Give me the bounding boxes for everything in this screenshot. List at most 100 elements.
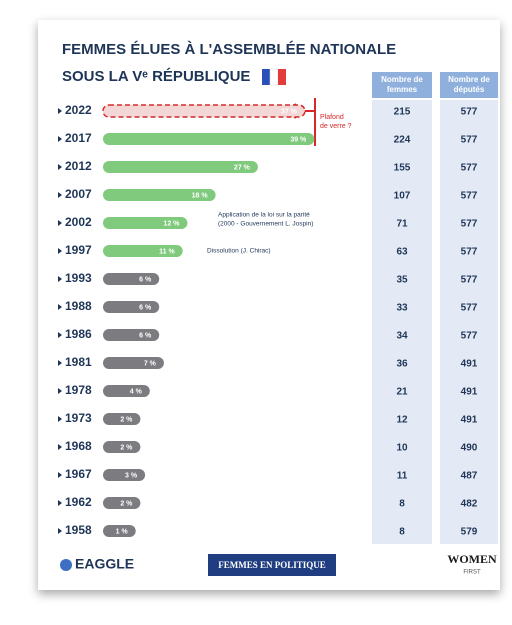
- value-label: 2 %: [120, 416, 133, 423]
- column-header: Nombre de: [448, 75, 490, 84]
- bar: [103, 189, 216, 201]
- bar: [103, 385, 150, 397]
- bar: [103, 469, 146, 481]
- category-label: 1993: [65, 271, 92, 285]
- table-value: 577: [461, 275, 478, 286]
- table-value: 487: [461, 471, 478, 482]
- bullet: [58, 220, 62, 226]
- category-label: 1968: [65, 439, 92, 453]
- category-label: 1958: [65, 523, 92, 537]
- column-bg: [440, 100, 498, 544]
- table-value: 491: [461, 359, 478, 370]
- bar: [103, 413, 141, 425]
- flag: [262, 68, 286, 86]
- column-bg: [372, 100, 432, 544]
- value-label: 3 %: [125, 472, 138, 479]
- table-value: 491: [461, 387, 478, 398]
- value-label: 18 %: [192, 192, 209, 199]
- category-label: 2002: [65, 215, 92, 229]
- column-header: femmes: [387, 85, 418, 94]
- category-label: 2012: [65, 159, 92, 173]
- value-label: 6 %: [139, 276, 152, 283]
- table-value: 63: [396, 247, 408, 258]
- column-header-bg: [372, 72, 432, 98]
- bar: [103, 301, 160, 313]
- category-label: 1986: [65, 327, 92, 341]
- footer-box: [208, 554, 336, 576]
- bullet: [58, 416, 62, 422]
- table-value: 577: [461, 219, 478, 230]
- table-value: 577: [461, 135, 478, 146]
- table-value: 577: [461, 247, 478, 258]
- table-value: 36: [396, 359, 408, 370]
- bar: [103, 273, 160, 285]
- footer-logo: EAGGLE: [75, 556, 134, 572]
- logo-icon: [60, 559, 72, 571]
- table-value: 224: [394, 135, 411, 146]
- category-label: 1978: [65, 383, 92, 397]
- table-value: 155: [394, 163, 411, 174]
- bar: [103, 161, 258, 173]
- bar: [103, 133, 315, 145]
- bullet: [58, 332, 62, 338]
- table-value: 215: [394, 107, 411, 118]
- bullet: [58, 360, 62, 366]
- table-value: 8: [399, 499, 405, 510]
- table-value: 35: [396, 275, 408, 286]
- bullet: [58, 528, 62, 534]
- table-value: 11: [397, 471, 408, 482]
- table-value: 33: [396, 303, 408, 314]
- bullet: [58, 500, 62, 506]
- bullet: [58, 192, 62, 198]
- footer-center: FEMMES EN POLITIQUE: [218, 560, 326, 570]
- footer-right: WOMEN: [447, 552, 497, 566]
- footer-right-sub: FIRST: [463, 570, 481, 576]
- table-value: 21: [396, 387, 408, 398]
- bullet: [58, 304, 62, 310]
- category-label: 1981: [65, 355, 92, 369]
- table-value: 8: [399, 527, 405, 538]
- annotation: Dissolution (J. Chirac): [207, 248, 271, 255]
- table-value: 107: [394, 191, 411, 202]
- bullet: [58, 164, 62, 170]
- table-value: 579: [461, 527, 478, 538]
- value-label: 39 %: [290, 136, 307, 143]
- bar: [103, 245, 183, 257]
- table-value: 577: [461, 331, 478, 342]
- table-value: 12: [396, 415, 408, 426]
- bar: [103, 357, 164, 369]
- table-value: 482: [461, 499, 478, 510]
- category-label: 2007: [65, 187, 92, 201]
- bullet: [58, 444, 62, 450]
- bar: [103, 329, 160, 341]
- bullet: [58, 108, 62, 114]
- category-label: 2022: [65, 103, 92, 117]
- bullet: [58, 276, 62, 282]
- value-label: 12 %: [163, 220, 180, 227]
- table-value: 490: [461, 443, 478, 454]
- column-header: députés: [454, 85, 485, 94]
- annotation: Application de la loi sur la parité: [218, 212, 310, 219]
- value-label: 2 %: [120, 500, 133, 507]
- bar: [102, 104, 306, 118]
- table-value: 577: [461, 107, 478, 118]
- category-label: 1967: [65, 467, 92, 481]
- table-value: 577: [461, 303, 478, 314]
- bullet: [58, 388, 62, 394]
- category-label: 2017: [65, 131, 92, 145]
- annotation: (2000 - Gouvernement L. Jospin): [218, 221, 313, 228]
- column-header: Nombre de: [381, 75, 423, 84]
- title: SOUS LA Vᵉ RÉPUBLIQUE: [62, 68, 250, 85]
- category-label: 1988: [65, 299, 92, 313]
- value-label: 4 %: [130, 388, 143, 395]
- table-value: 71: [396, 219, 408, 230]
- table-value: 577: [461, 191, 478, 202]
- value-label: 1 %: [116, 528, 129, 535]
- table-value: 577: [461, 163, 478, 174]
- category-label: 1973: [65, 411, 92, 425]
- value-label: 6 %: [139, 304, 152, 311]
- annotation: de verre ?: [320, 123, 352, 130]
- value-label: 37 %: [281, 108, 298, 115]
- value-label: 6 %: [139, 332, 152, 339]
